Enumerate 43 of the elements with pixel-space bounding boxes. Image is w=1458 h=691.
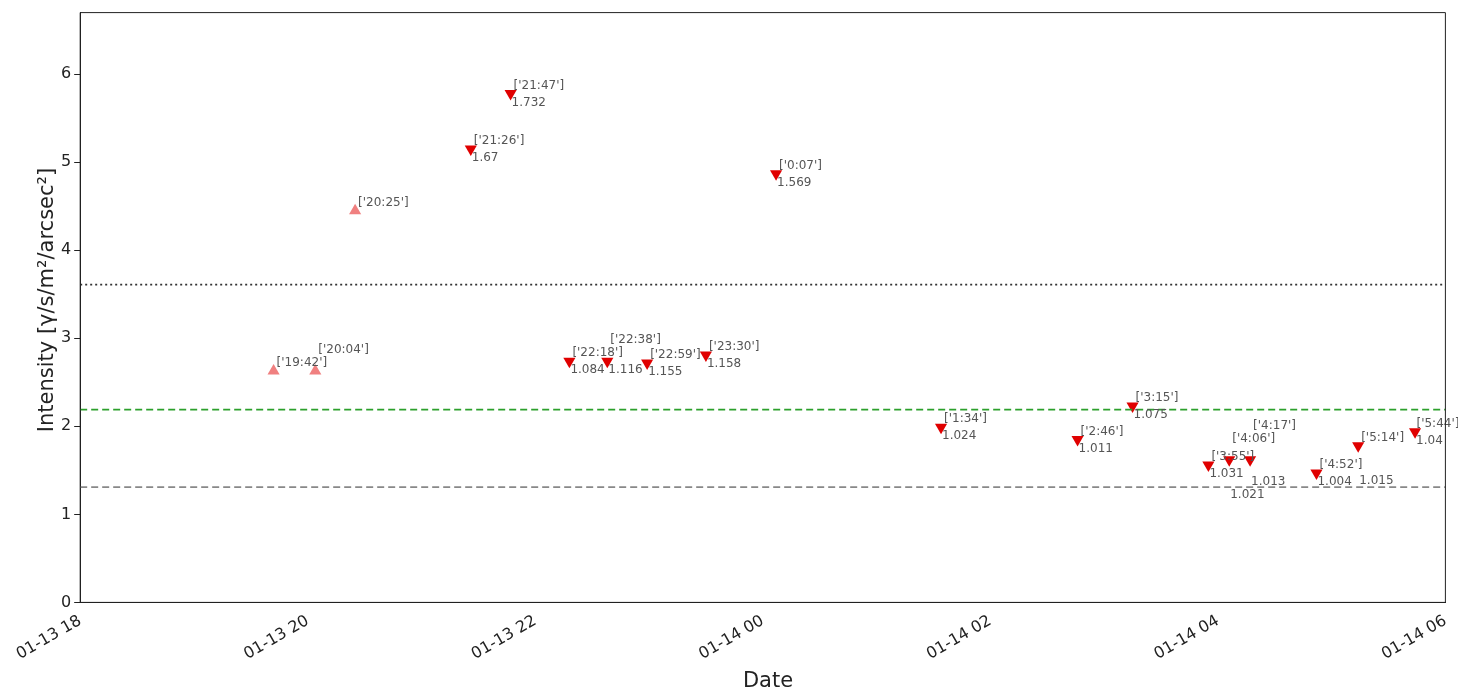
annotation: 1.67: [471, 150, 499, 165]
data-label: ['22:18']: [572, 345, 623, 360]
data-label: ['4:52']: [1319, 457, 1363, 472]
y-tick-label: 1: [60, 503, 72, 523]
annotation: 1.021: [1230, 486, 1265, 501]
annotation: 1.015: [1359, 472, 1394, 487]
annotation: 1.04: [1416, 432, 1443, 447]
data-label: ['2:46']: [1080, 423, 1124, 438]
data-label: ['23:30']: [708, 339, 760, 354]
data-label: ['20:04']: [318, 342, 369, 357]
data-label: ['21:26']: [473, 133, 525, 148]
annotation: 1.004: [1317, 474, 1352, 489]
data-label: ['3:55']: [1211, 449, 1255, 464]
y-tick-label: 2: [60, 415, 72, 435]
y-tick-label: 3: [60, 327, 72, 347]
y-tick-label: 5: [60, 151, 72, 171]
data-label: ['1:34']: [944, 411, 987, 426]
annotation: 1.011: [1078, 440, 1113, 455]
data-label: ['4:06']: [1232, 430, 1276, 445]
data-label: ['22:38']: [610, 332, 661, 347]
x-axis-title: Date: [742, 668, 794, 691]
annotation: 1.013: [1251, 473, 1286, 488]
data-label: ['22:59']: [650, 347, 701, 362]
annotation: 1.031: [1209, 466, 1244, 481]
y-tick-label: 0: [60, 591, 72, 611]
data-label: ['5:14']: [1361, 429, 1405, 444]
annotation: 1.084: [570, 362, 605, 377]
data-label: ['0:07']: [779, 157, 822, 172]
annotation: 1.024: [942, 428, 977, 443]
annotation: 1.116: [608, 362, 643, 377]
data-label: ['19:42']: [276, 355, 328, 370]
annotation: 1.158: [706, 356, 742, 371]
data-label: ['20:25']: [358, 194, 409, 209]
data-label: ['3:15']: [1135, 390, 1179, 405]
y-tick-label: 4: [60, 239, 72, 259]
data-label: ['21:47']: [513, 77, 565, 92]
y-tick-label: 6: [60, 63, 72, 83]
annotation: 1.075: [1133, 407, 1168, 422]
annotation: 1.732: [511, 94, 546, 109]
y-axis-title: Intensity [γ/s/m²/arcsec²]: [34, 167, 58, 433]
annotation: 1.155: [648, 364, 683, 379]
data-label: ['4:17']: [1253, 417, 1297, 432]
annotation: 1.569: [777, 174, 812, 189]
